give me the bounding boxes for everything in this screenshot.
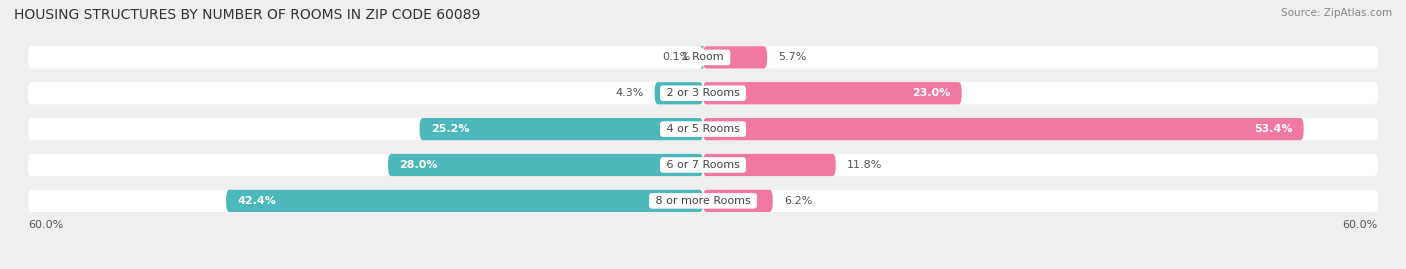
Text: 11.8%: 11.8% [846, 160, 883, 170]
FancyBboxPatch shape [703, 154, 835, 176]
Text: 53.4%: 53.4% [1254, 124, 1292, 134]
Text: 23.0%: 23.0% [912, 88, 950, 98]
FancyBboxPatch shape [388, 154, 703, 176]
Text: 28.0%: 28.0% [399, 160, 437, 170]
Text: 60.0%: 60.0% [1343, 220, 1378, 229]
FancyBboxPatch shape [226, 190, 703, 212]
Text: 4.3%: 4.3% [614, 88, 644, 98]
Text: Source: ZipAtlas.com: Source: ZipAtlas.com [1281, 8, 1392, 18]
FancyBboxPatch shape [28, 190, 1378, 212]
FancyBboxPatch shape [703, 190, 773, 212]
FancyBboxPatch shape [28, 82, 1378, 104]
Text: 4 or 5 Rooms: 4 or 5 Rooms [662, 124, 744, 134]
Text: 1 Room: 1 Room [679, 52, 727, 62]
FancyBboxPatch shape [28, 118, 1378, 140]
FancyBboxPatch shape [703, 118, 1303, 140]
FancyBboxPatch shape [419, 118, 703, 140]
FancyBboxPatch shape [28, 46, 1378, 69]
FancyBboxPatch shape [700, 46, 704, 69]
FancyBboxPatch shape [655, 82, 703, 104]
Text: 6 or 7 Rooms: 6 or 7 Rooms [662, 160, 744, 170]
Text: 25.2%: 25.2% [430, 124, 470, 134]
FancyBboxPatch shape [703, 82, 962, 104]
Text: 42.4%: 42.4% [238, 196, 276, 206]
FancyBboxPatch shape [28, 154, 1378, 176]
Text: 0.1%: 0.1% [662, 52, 690, 62]
Text: HOUSING STRUCTURES BY NUMBER OF ROOMS IN ZIP CODE 60089: HOUSING STRUCTURES BY NUMBER OF ROOMS IN… [14, 8, 481, 22]
Text: 6.2%: 6.2% [785, 196, 813, 206]
Text: 5.7%: 5.7% [779, 52, 807, 62]
FancyBboxPatch shape [703, 46, 768, 69]
Text: 2 or 3 Rooms: 2 or 3 Rooms [662, 88, 744, 98]
Text: 8 or more Rooms: 8 or more Rooms [652, 196, 754, 206]
Text: 60.0%: 60.0% [28, 220, 63, 229]
